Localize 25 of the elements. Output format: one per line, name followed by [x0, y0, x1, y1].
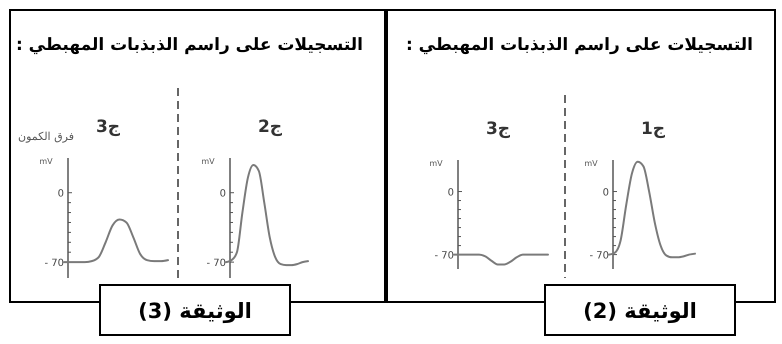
y-tick-label: - 70: [589, 250, 609, 262]
text: الوثيقة (2): [583, 299, 697, 324]
chart-title: ج1: [640, 119, 666, 139]
y-tick-label: 0: [448, 188, 454, 199]
y-axis-title: mV: [584, 159, 598, 168]
y-tick-label: 0: [220, 188, 226, 200]
y-tick-label: - 70: [44, 258, 64, 270]
text: الوثيقة (3): [138, 299, 252, 324]
y-axis-title: mV: [39, 157, 54, 166]
y-tick-label: - 70: [206, 258, 226, 270]
line-series: [608, 160, 696, 258]
text: التسجيلات على راسم الذبذبات المهبطي :: [406, 35, 753, 55]
y-axis-title: mV: [429, 159, 444, 168]
text: فرق الكمون: [18, 130, 74, 143]
chart-title: ج2: [258, 117, 283, 137]
line-series: [225, 164, 309, 266]
y-axis-title: mV: [201, 157, 216, 166]
y-tick-label: - 70: [434, 250, 454, 262]
text: التسجيلات على راسم الذبذبات المهبطي :: [16, 35, 363, 55]
line-series: [63, 218, 169, 264]
y-tick-label: 0: [58, 188, 64, 200]
chart-title: ج3: [486, 119, 511, 139]
line-series: [453, 254, 549, 266]
chart-title: ج3: [96, 117, 121, 137]
y-tick-label: 0: [602, 188, 609, 199]
